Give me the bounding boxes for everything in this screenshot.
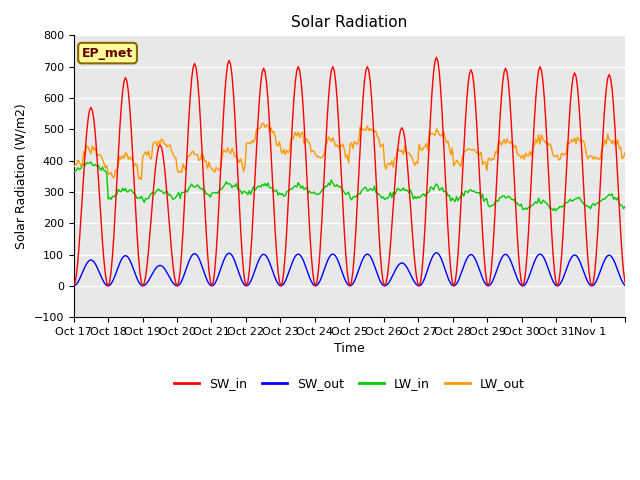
Legend: SW_in, SW_out, LW_in, LW_out: SW_in, SW_out, LW_in, LW_out	[169, 372, 530, 396]
X-axis label: Time: Time	[334, 342, 365, 356]
Text: EP_met: EP_met	[82, 47, 133, 60]
Y-axis label: Solar Radiation (W/m2): Solar Radiation (W/m2)	[15, 103, 28, 249]
Title: Solar Radiation: Solar Radiation	[291, 15, 408, 30]
